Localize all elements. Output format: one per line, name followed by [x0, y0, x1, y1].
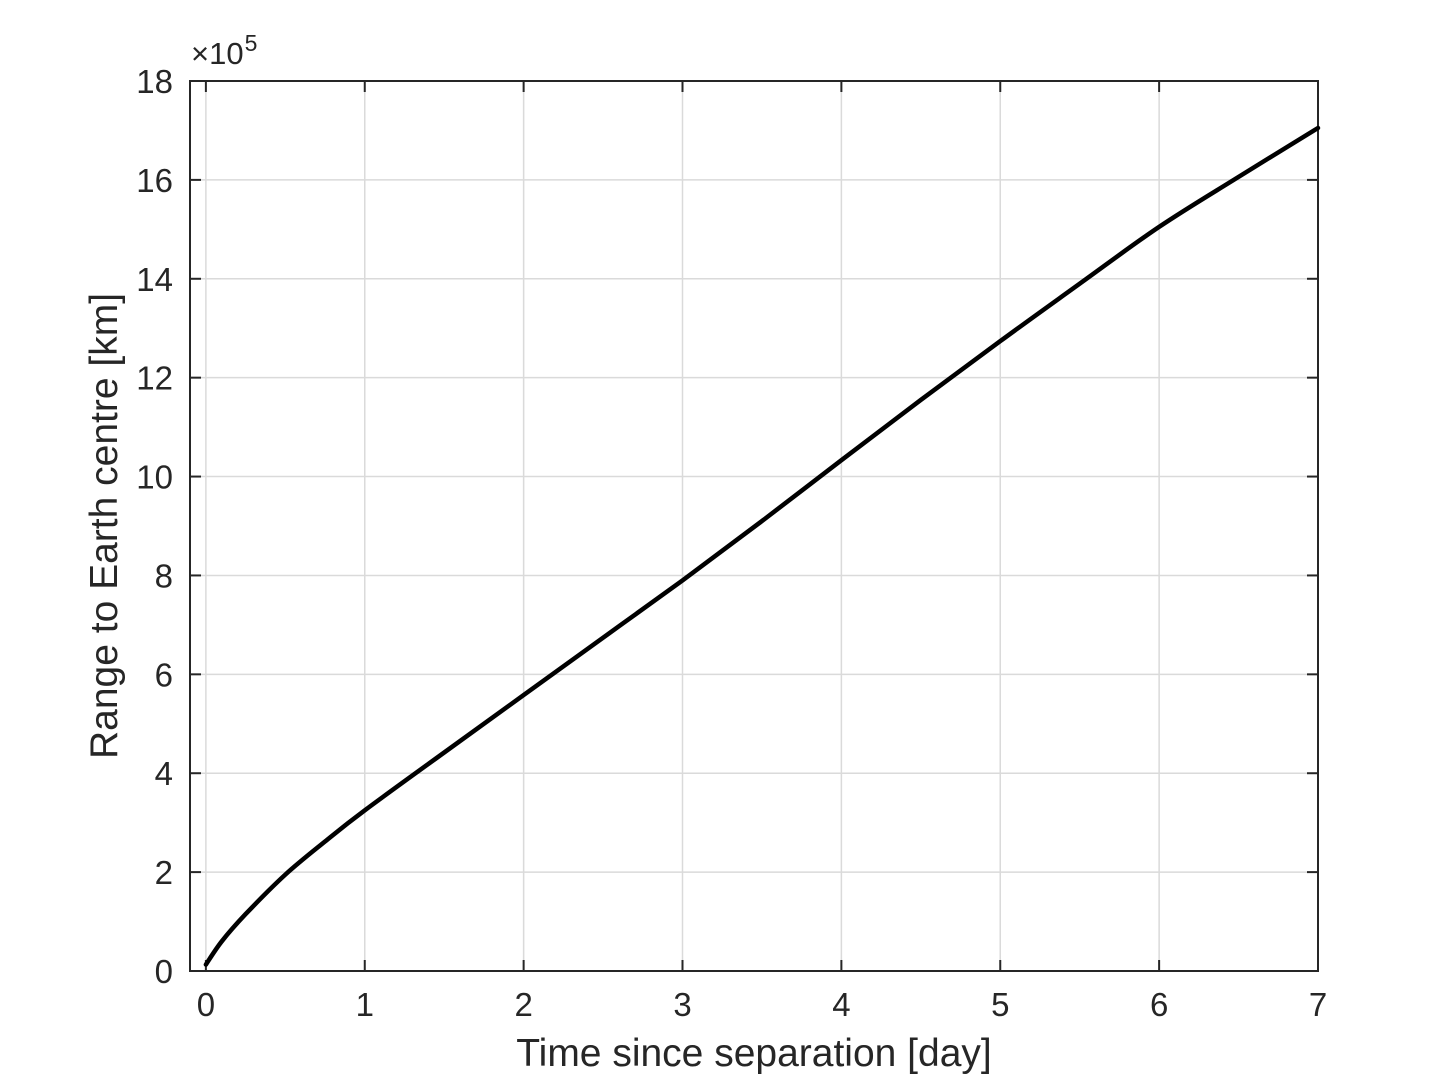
exponent-power: 5 [244, 30, 258, 56]
y-tick-label: 4 [155, 755, 173, 792]
y-tick-label: 12 [136, 360, 173, 397]
y-tick-label: 16 [136, 162, 173, 199]
y-tick-label: 18 [136, 63, 173, 100]
range-curve [203, 125, 1321, 967]
y-tick-label: 6 [155, 656, 173, 693]
x-tick-label: 3 [673, 986, 691, 1023]
exponent-base: ×10 [191, 36, 244, 71]
y-tick-label: 10 [136, 459, 173, 496]
x-tick-label: 2 [514, 986, 532, 1023]
x-tick-label: 5 [991, 986, 1009, 1023]
y-tick-label: 14 [136, 261, 173, 298]
x-tick-label: 7 [1309, 986, 1327, 1023]
x-axis-title: Time since separation [day] [516, 1032, 992, 1075]
y-axis-title: Range to Earth centre [km] [83, 292, 126, 760]
y-axis-exponent-label: ×105 [191, 30, 257, 72]
x-tick-label: 0 [197, 986, 215, 1023]
x-tick-label: 1 [356, 986, 374, 1023]
y-tick-label: 8 [155, 557, 173, 594]
y-tick-label: 2 [155, 854, 173, 891]
y-tick-label: 0 [155, 953, 173, 990]
axes-box [189, 80, 1319, 972]
x-tick-label: 6 [1150, 986, 1168, 1023]
x-tick-label: 4 [832, 986, 850, 1023]
